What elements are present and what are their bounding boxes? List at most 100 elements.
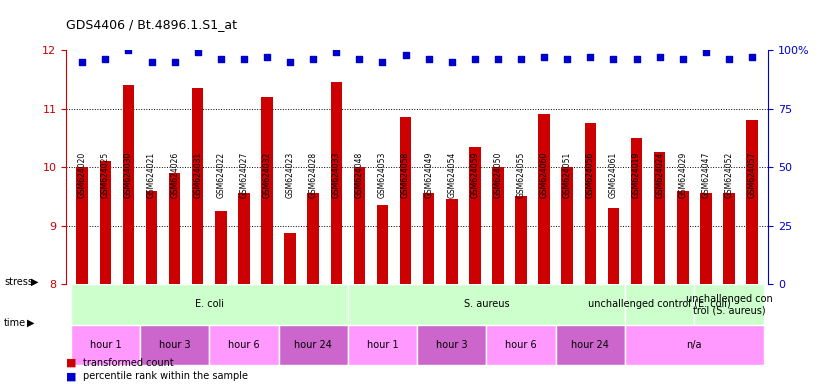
Text: hour 3: hour 3	[436, 340, 468, 350]
Bar	[700, 194, 711, 284]
Bar	[354, 167, 365, 284]
Text: hour 1: hour 1	[367, 340, 398, 350]
Text: GSM624023: GSM624023	[286, 152, 295, 198]
Text: ▶: ▶	[31, 277, 39, 287]
Text: GSM624052: GSM624052	[724, 152, 733, 198]
Bar	[278, 324, 348, 365]
Text: hour 24: hour 24	[294, 340, 332, 350]
Bar	[562, 167, 573, 284]
Bar	[608, 208, 620, 284]
Text: transformed count: transformed count	[83, 358, 173, 368]
Text: ■: ■	[66, 358, 77, 368]
Text: percentile rank within the sample: percentile rank within the sample	[83, 371, 248, 381]
Text: GSM624058: GSM624058	[401, 152, 410, 198]
Point	[237, 56, 250, 62]
Text: GSM624057: GSM624057	[748, 152, 757, 199]
Point	[561, 56, 574, 62]
Point	[191, 49, 204, 55]
Bar	[284, 233, 296, 284]
Bar	[695, 284, 763, 324]
Point	[607, 56, 620, 62]
Text: GSM624028: GSM624028	[309, 152, 318, 198]
Bar	[469, 147, 481, 284]
Text: unchallenged con
trol (S. aureus): unchallenged con trol (S. aureus)	[686, 294, 772, 315]
Point	[330, 49, 343, 55]
Point	[260, 54, 273, 60]
Bar	[145, 190, 157, 284]
Bar	[100, 161, 112, 284]
Bar	[169, 173, 180, 284]
Bar	[585, 123, 596, 284]
Text: stress: stress	[4, 277, 33, 287]
Text: GSM624050: GSM624050	[493, 152, 502, 199]
Bar	[377, 205, 388, 284]
Text: GSM624031: GSM624031	[193, 152, 202, 198]
Point	[722, 56, 735, 62]
Bar	[209, 324, 278, 365]
Point	[306, 56, 320, 62]
Text: time: time	[4, 318, 26, 328]
Point	[376, 59, 389, 65]
Text: GSM624020: GSM624020	[78, 152, 87, 198]
Point	[399, 51, 412, 58]
Bar	[192, 88, 203, 284]
Bar	[492, 167, 504, 284]
Bar	[71, 324, 140, 365]
Text: GDS4406 / Bt.4896.1.S1_at: GDS4406 / Bt.4896.1.S1_at	[66, 18, 237, 31]
Point	[76, 59, 89, 65]
Text: hour 24: hour 24	[572, 340, 610, 350]
Bar	[423, 194, 434, 284]
Bar	[539, 114, 550, 284]
Point	[700, 49, 713, 55]
Text: hour 3: hour 3	[159, 340, 191, 350]
Point	[445, 59, 458, 65]
Point	[653, 54, 667, 60]
Text: n/a: n/a	[686, 340, 702, 350]
Text: GSM624026: GSM624026	[170, 152, 179, 198]
Point	[584, 54, 597, 60]
Text: hour 1: hour 1	[89, 340, 121, 350]
Text: GSM624030: GSM624030	[124, 152, 133, 199]
Bar	[556, 324, 625, 365]
Text: GSM624051: GSM624051	[563, 152, 572, 198]
Bar	[417, 324, 487, 365]
Text: GSM624029: GSM624029	[678, 152, 687, 198]
Point	[353, 56, 366, 62]
Text: GSM624056: GSM624056	[586, 152, 595, 199]
Text: GSM624054: GSM624054	[447, 152, 456, 199]
Point	[99, 56, 112, 62]
Bar	[515, 196, 527, 284]
Bar	[71, 284, 348, 324]
Point	[745, 54, 758, 60]
Bar	[77, 167, 88, 284]
Bar	[348, 324, 417, 365]
Point	[676, 56, 690, 62]
Bar	[723, 194, 734, 284]
Bar	[625, 324, 763, 365]
Point	[491, 56, 505, 62]
Text: GSM624027: GSM624027	[240, 152, 249, 198]
Bar	[261, 97, 273, 284]
Text: GSM624019: GSM624019	[632, 152, 641, 198]
Bar	[400, 117, 411, 284]
Text: GSM624055: GSM624055	[516, 152, 525, 199]
Text: GSM624060: GSM624060	[539, 152, 548, 199]
Text: GSM624049: GSM624049	[425, 152, 433, 199]
Text: hour 6: hour 6	[228, 340, 259, 350]
Text: S. aureus: S. aureus	[463, 300, 509, 310]
Text: GSM624025: GSM624025	[101, 152, 110, 198]
Point	[283, 59, 297, 65]
Point	[515, 56, 528, 62]
Text: GSM624024: GSM624024	[655, 152, 664, 198]
Point	[168, 59, 181, 65]
Point	[121, 47, 135, 53]
Bar	[238, 194, 249, 284]
Text: ▶: ▶	[27, 318, 35, 328]
Bar	[446, 199, 458, 284]
Bar	[746, 120, 757, 284]
Point	[145, 59, 158, 65]
Text: E. coli: E. coli	[195, 300, 224, 310]
Text: GSM624053: GSM624053	[378, 152, 387, 199]
Bar	[330, 82, 342, 284]
Text: GSM624021: GSM624021	[147, 152, 156, 198]
